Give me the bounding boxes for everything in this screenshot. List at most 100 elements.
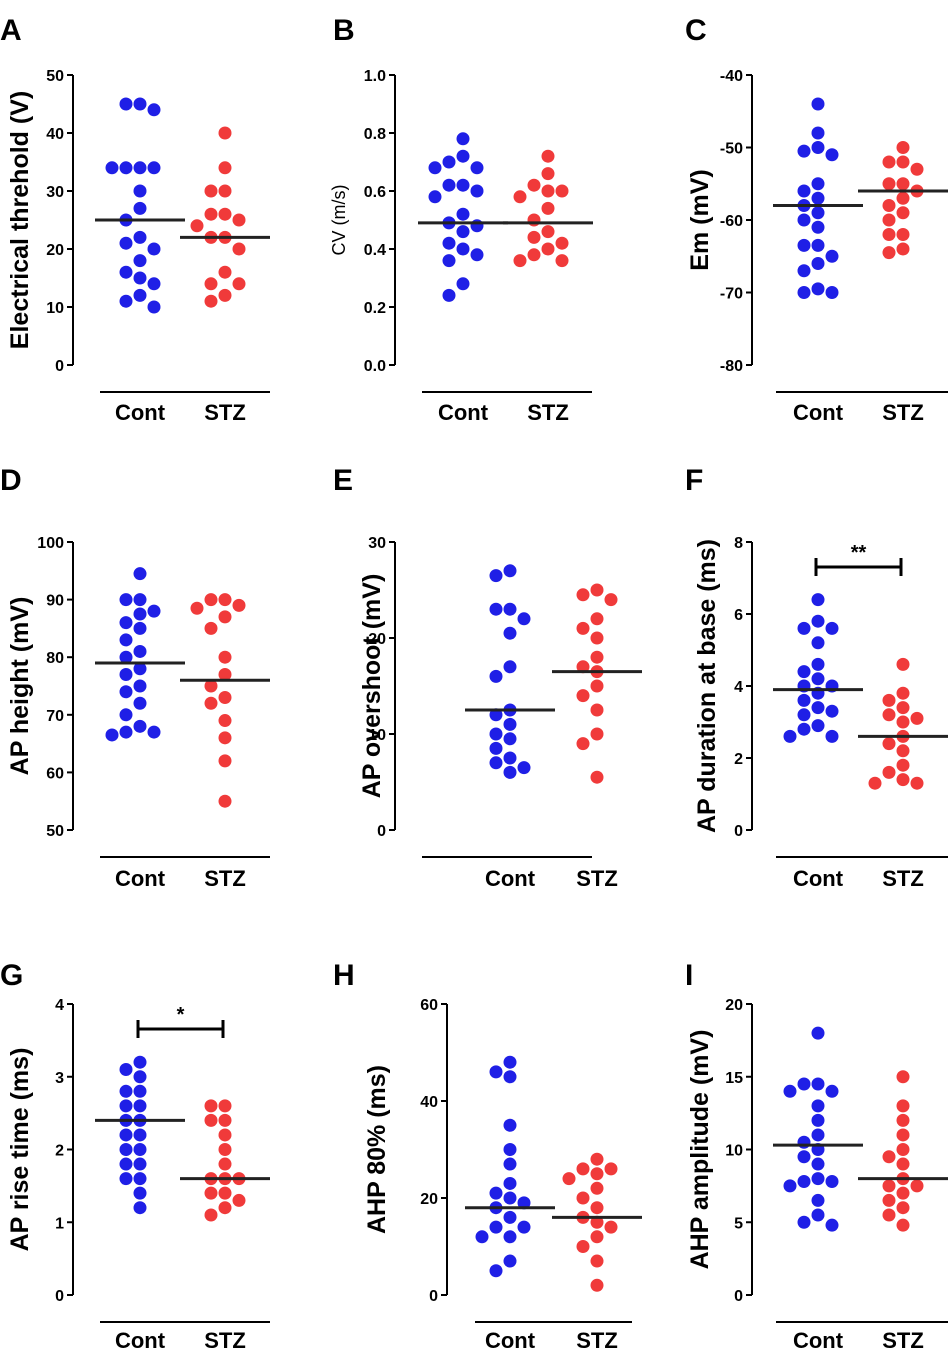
category-label-cont: Cont bbox=[793, 400, 844, 425]
data-point-cont bbox=[489, 727, 503, 741]
panel-e: E 0 10 20 30 AP overshoot (mV) Cont STZ bbox=[333, 464, 642, 891]
data-point-cont bbox=[119, 1062, 133, 1076]
data-point-cont bbox=[147, 103, 161, 117]
data-point-stz bbox=[896, 191, 910, 205]
data-point-cont bbox=[133, 1128, 147, 1142]
data-point-stz bbox=[204, 1208, 218, 1222]
data-point-stz bbox=[590, 583, 604, 597]
data-point-cont bbox=[825, 148, 839, 162]
data-point-cont bbox=[811, 1172, 825, 1186]
data-point-cont bbox=[475, 1230, 489, 1244]
data-point-cont bbox=[825, 621, 839, 635]
data-point-stz bbox=[590, 1181, 604, 1195]
data-point-cont bbox=[811, 593, 825, 607]
category-label-stz: STZ bbox=[882, 1328, 924, 1351]
data-point-cont bbox=[811, 220, 825, 234]
data-point-cont bbox=[797, 1215, 811, 1229]
panel-b: B 0.0 0.2 0.4 0.6 0.8 1.0 CV (m/s) Cont STZ bbox=[329, 14, 593, 425]
y-tick-label: 10 bbox=[46, 300, 64, 317]
data-point-cont bbox=[825, 1175, 839, 1189]
data-point-cont bbox=[489, 569, 503, 583]
panel-letter: A bbox=[0, 14, 22, 47]
data-point-stz bbox=[541, 184, 555, 198]
data-point-stz bbox=[896, 1070, 910, 1084]
category-label-cont: Cont bbox=[115, 866, 166, 891]
data-point-cont bbox=[147, 161, 161, 175]
data-point-stz bbox=[896, 715, 910, 729]
data-point-cont bbox=[428, 190, 442, 204]
data-point-stz bbox=[590, 1215, 604, 1229]
y-axis-title: AHP 80% (ms) bbox=[363, 1065, 391, 1234]
data-point-cont bbox=[811, 636, 825, 650]
data-point-cont bbox=[133, 201, 147, 215]
data-point-stz bbox=[896, 177, 910, 191]
data-point-stz bbox=[218, 1099, 232, 1113]
data-point-cont bbox=[811, 1193, 825, 1207]
data-point-cont bbox=[119, 725, 133, 739]
data-point-cont bbox=[489, 1186, 503, 1200]
data-point-cont bbox=[825, 729, 839, 743]
data-point-cont bbox=[147, 725, 161, 739]
data-point-stz bbox=[562, 1172, 576, 1186]
data-point-cont bbox=[797, 1175, 811, 1189]
data-point-stz bbox=[555, 184, 569, 198]
data-point-cont bbox=[503, 751, 517, 765]
data-point-cont bbox=[133, 567, 147, 581]
data-point-stz bbox=[204, 593, 218, 607]
data-point-cont bbox=[811, 1157, 825, 1171]
data-point-stz bbox=[232, 598, 246, 612]
data-point-cont bbox=[489, 1220, 503, 1234]
y-tick-label: 40 bbox=[46, 126, 64, 143]
data-point-stz bbox=[232, 242, 246, 256]
data-point-stz bbox=[218, 1113, 232, 1127]
y-axis-title: AP rise time (ms) bbox=[6, 1048, 34, 1252]
panel-letter: F bbox=[685, 464, 703, 497]
y-tick-label: 0 bbox=[55, 358, 64, 375]
data-point-stz bbox=[576, 1191, 590, 1205]
data-point-cont bbox=[119, 1157, 133, 1171]
data-point-cont bbox=[119, 1084, 133, 1098]
data-point-stz bbox=[204, 621, 218, 635]
y-tick-label: -50 bbox=[720, 141, 743, 158]
data-point-cont bbox=[797, 1150, 811, 1164]
data-point-cont bbox=[783, 1084, 797, 1098]
data-point-stz bbox=[882, 1179, 896, 1193]
data-point-cont bbox=[811, 1113, 825, 1127]
category-label-stz: STZ bbox=[204, 866, 246, 891]
data-point-cont bbox=[517, 1220, 531, 1234]
data-point-stz bbox=[896, 701, 910, 715]
y-tick-label: -40 bbox=[720, 68, 743, 85]
data-point-stz bbox=[896, 1218, 910, 1232]
data-point-stz bbox=[896, 1099, 910, 1113]
data-point-stz bbox=[896, 1128, 910, 1142]
data-point-cont bbox=[811, 1077, 825, 1091]
data-point-stz bbox=[555, 254, 569, 268]
data-point-cont bbox=[133, 97, 147, 111]
panel-a: A 0 10 20 30 40 50 Electrical threhold (V) Cont S… bbox=[0, 14, 270, 425]
data-point-cont bbox=[105, 161, 119, 175]
y-tick-label: 30 bbox=[46, 184, 64, 201]
data-point-cont bbox=[133, 1201, 147, 1215]
y-tick-label: 20 bbox=[46, 242, 64, 259]
data-point-stz bbox=[541, 167, 555, 181]
data-point-stz bbox=[218, 1157, 232, 1171]
panel-letter: C bbox=[685, 14, 707, 47]
y-tick-label: 6 bbox=[734, 607, 743, 624]
y-tick-label: 0 bbox=[55, 1288, 64, 1305]
data-point-stz bbox=[218, 1201, 232, 1215]
panel-letter: D bbox=[0, 464, 22, 497]
data-point-stz bbox=[218, 610, 232, 624]
category-label-stz: STZ bbox=[576, 866, 618, 891]
data-point-cont bbox=[456, 242, 470, 256]
data-point-cont bbox=[133, 719, 147, 733]
y-tick-label: -60 bbox=[720, 213, 743, 230]
data-point-stz bbox=[218, 731, 232, 745]
panel-letter: B bbox=[333, 14, 355, 47]
data-point-stz bbox=[896, 758, 910, 772]
panel-letter: E bbox=[333, 464, 353, 497]
y-tick-label: 10 bbox=[368, 727, 386, 744]
data-point-stz bbox=[204, 1113, 218, 1127]
y-tick-label: 0.6 bbox=[364, 184, 386, 201]
category-label-cont: Cont bbox=[793, 1328, 844, 1351]
category-label-stz: STZ bbox=[204, 1328, 246, 1351]
